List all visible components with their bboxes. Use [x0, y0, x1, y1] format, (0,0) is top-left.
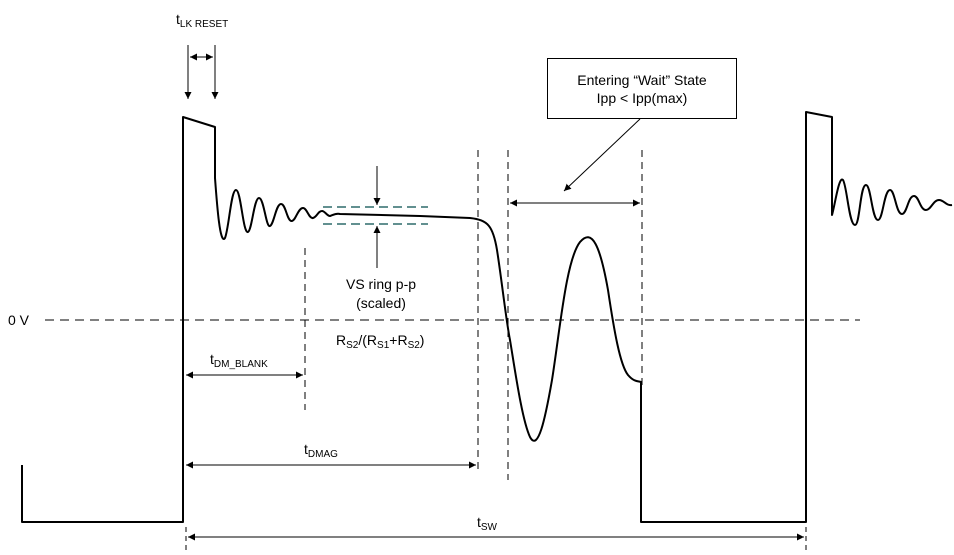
vs-waveform — [21, 111, 953, 523]
callout-line2: Ipp < Ipp(max) — [596, 89, 688, 106]
callout-leader-arrow — [563, 118, 641, 192]
zero-volt-label: 0 V — [8, 312, 30, 328]
t-lk-reset-label: tLK RESET — [176, 11, 229, 30]
vs-ring-label-line1: VS ring p-p — [345, 276, 417, 292]
resistor-ratio-label: RS2/(RS1+RS2) — [336, 332, 425, 351]
t-sw-label: tSW — [477, 514, 497, 533]
wait-state-callout: Entering “Wait” State Ipp < Ipp(max) — [547, 58, 737, 119]
t-dmag-label: tDMAG — [304, 441, 338, 460]
callout-line1: Entering “Wait” State — [577, 71, 707, 88]
vs-ring-label-line2: (scaled) — [356, 295, 406, 311]
t-dm-blank-label: tDM_BLANK — [210, 351, 268, 370]
